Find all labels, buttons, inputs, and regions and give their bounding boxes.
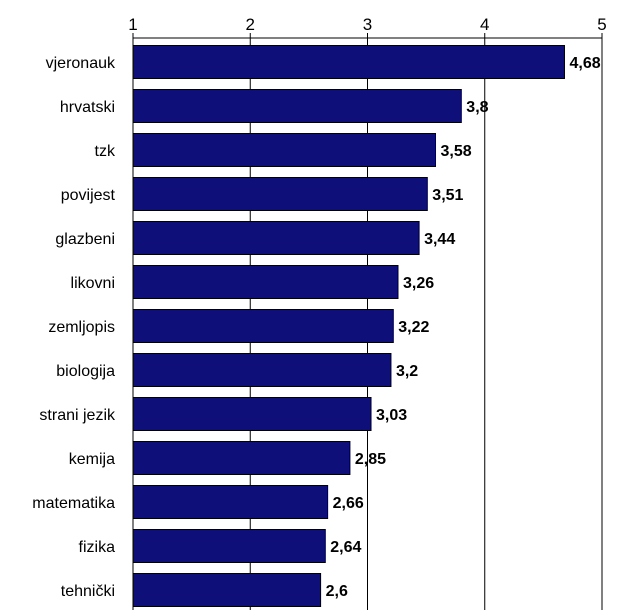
x-tick-label: 2 — [246, 15, 255, 34]
category-label: vjeronauk — [46, 55, 116, 72]
category-label: hrvatski — [60, 99, 115, 116]
value-label: 3,2 — [396, 363, 418, 380]
category-label: biologija — [56, 363, 115, 380]
value-label: 2,66 — [333, 495, 364, 512]
category-label: fizika — [79, 539, 116, 556]
bar-biologija — [132, 353, 392, 387]
category-label: glazbeni — [55, 231, 115, 248]
category-label: strani jezik — [39, 407, 116, 424]
value-label: 3,8 — [466, 99, 488, 116]
x-tick-label: 5 — [597, 15, 606, 34]
value-label: 2,6 — [326, 583, 348, 600]
value-label: 3,44 — [424, 231, 455, 248]
x-tick-label: 4 — [480, 15, 489, 34]
value-label: 4,68 — [569, 55, 600, 72]
x-tick-label: 3 — [363, 15, 372, 34]
label-layer: vjeronauk 4,68 hrvatski 3,8 tzk 3,58 povijest 3… — [32, 55, 600, 600]
bar-likovni — [132, 265, 399, 299]
bar-tehnički — [132, 573, 322, 607]
bar-layer — [132, 45, 565, 607]
category-label: zemljopis — [48, 319, 115, 336]
value-label: 3,51 — [432, 187, 463, 204]
category-label: kemija — [69, 451, 115, 468]
bar-vjeronauk — [132, 45, 565, 79]
bar-hrvatski — [132, 89, 462, 123]
value-label: 2,85 — [355, 451, 386, 468]
value-label: 3,26 — [403, 275, 434, 292]
tick-layer: 1 2 3 4 5 — [128, 15, 607, 39]
category-label: tehnički — [61, 583, 115, 600]
x-tick-label: 1 — [128, 15, 137, 34]
value-label: 3,58 — [441, 143, 472, 160]
bar-povijest — [132, 177, 428, 211]
bar-matematika — [132, 485, 329, 519]
category-label: likovni — [71, 275, 115, 292]
category-label: tzk — [95, 143, 116, 160]
bar-tzk — [132, 133, 437, 167]
bar-kemija — [132, 441, 351, 475]
bar-glazbeni — [132, 221, 420, 255]
category-label: matematika — [32, 495, 115, 512]
bar-fizika — [132, 529, 326, 563]
bar-zemljopis — [132, 309, 394, 343]
value-label: 2,64 — [330, 539, 361, 556]
value-label: 3,22 — [398, 319, 429, 336]
category-label: povijest — [61, 187, 116, 204]
bar-strani-jezik — [132, 397, 372, 431]
value-label: 3,03 — [376, 407, 407, 424]
